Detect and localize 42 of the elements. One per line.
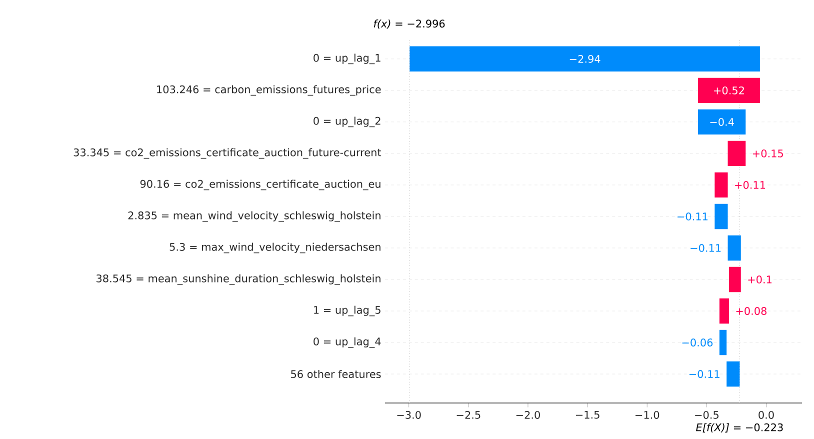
bar	[728, 266, 741, 292]
ref-line-label: f(x) = −2.996	[374, 19, 445, 29]
data-label: −0.11	[689, 370, 720, 378]
bar	[719, 298, 729, 324]
data-label: +0.1	[748, 276, 772, 284]
bar	[698, 109, 746, 135]
bar	[714, 204, 728, 230]
y-tick-label: 90.16 = co2_emissions_certificate_auction_eu	[140, 180, 380, 190]
x-tick-label: −2.5	[456, 410, 480, 419]
bar	[726, 361, 740, 387]
ref-line-label: E[f(X)] = −0.223	[696, 423, 783, 433]
y-tick-label: 103.246 = carbon_emissions_futures_price	[157, 85, 381, 96]
data-label: −0.11	[690, 244, 721, 252]
bar	[728, 140, 746, 166]
bar	[728, 235, 741, 261]
y-tick-label: 33.345 = co2_emissions_certificate_auction_future-current	[74, 148, 382, 159]
x-tick-label: −0.5	[695, 410, 718, 419]
data-label: −2.94	[570, 54, 600, 63]
y-tick-label: 0 = up_lag_1	[314, 54, 380, 64]
y-tick-label: 2.835 = mean_wind_velocity_schleswig_holstein	[128, 211, 380, 222]
y-tick-label: 0 = up_lag_4	[314, 337, 381, 348]
bar	[410, 46, 760, 72]
data-label: −0.4	[710, 118, 734, 126]
bar	[719, 330, 727, 356]
data-label: +0.11	[735, 180, 766, 189]
x-tick-label: −2.0	[516, 410, 540, 419]
x-tick-label: −1.5	[576, 410, 600, 419]
x-tick-label: 0.0	[758, 410, 774, 419]
data-label: −0.11	[678, 212, 708, 220]
y-tick-label: 1 = up_lag_5	[314, 306, 380, 316]
y-tick-label: 38.545 = mean_sunshine_duration_schleswig_holstein	[96, 274, 380, 285]
y-tick-label: 0 = up_lag_2	[314, 116, 380, 128]
data-label: −0.06	[682, 338, 713, 346]
data-label: +0.52	[714, 86, 744, 94]
data-label: +0.08	[736, 307, 766, 315]
y-tick-label: 5.3 = max_wind_velocity_niedersachsen	[170, 242, 380, 254]
bar	[698, 78, 760, 104]
x-tick-label: −1.0	[636, 410, 660, 419]
y-tick-label: 56 other features	[291, 370, 381, 378]
data-label: +0.15	[752, 149, 783, 158]
x-tick-label: −3.0	[397, 410, 421, 419]
bar	[714, 172, 728, 198]
